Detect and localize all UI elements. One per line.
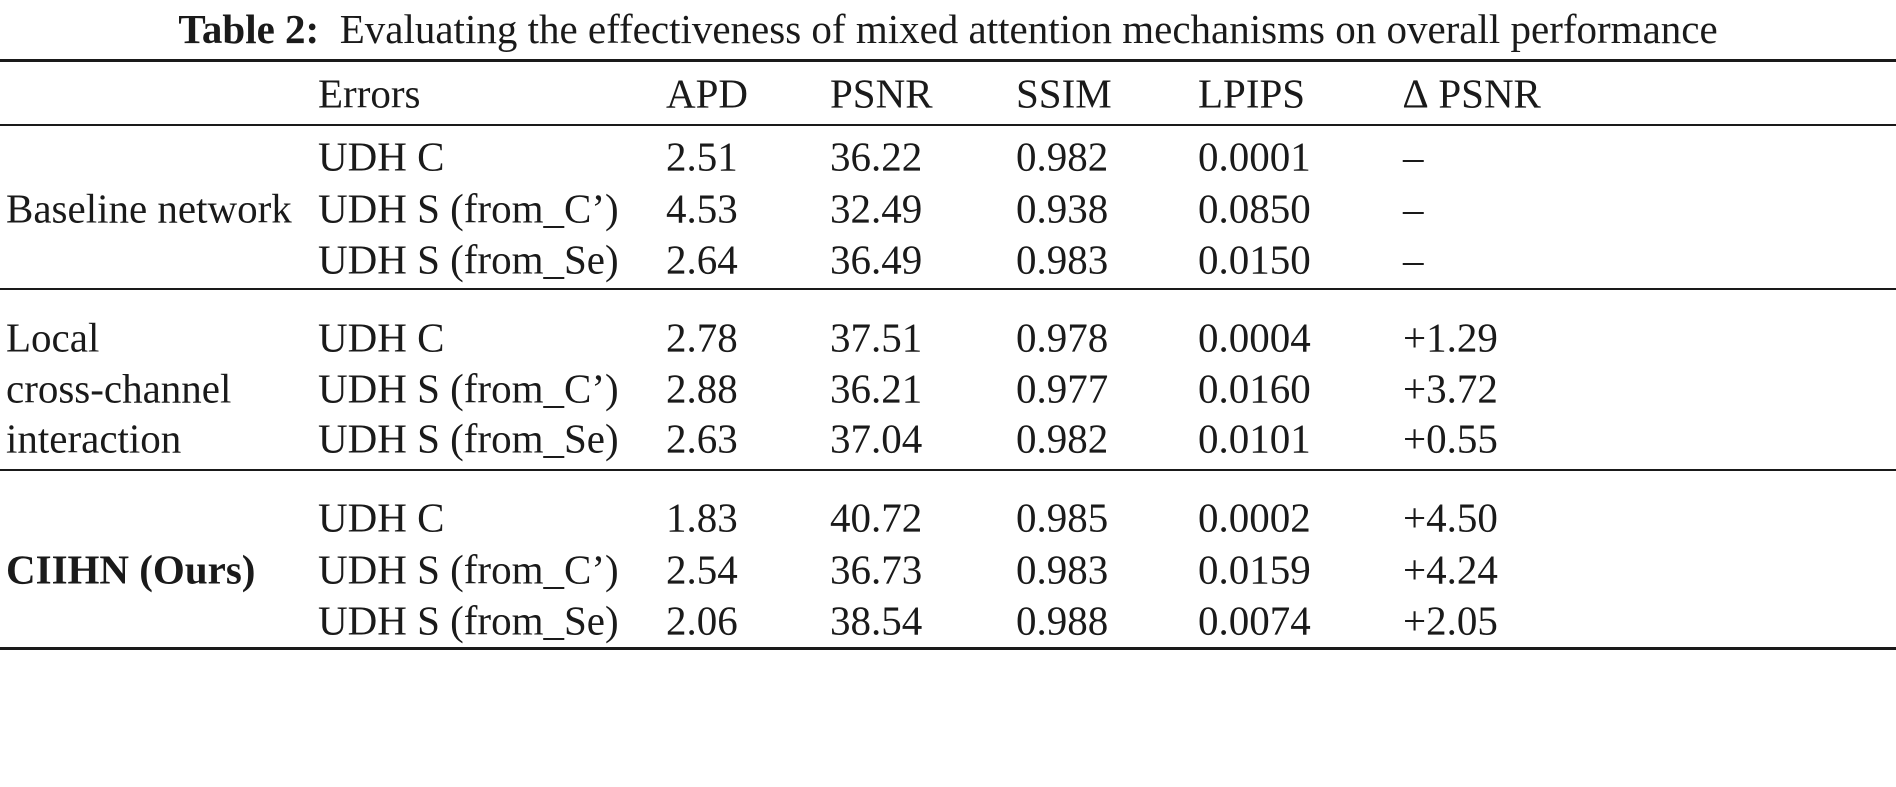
cell-apd: 4.53	[666, 185, 738, 232]
header-errors: Errors	[318, 70, 421, 117]
table-rule-4	[0, 647, 1896, 650]
cell-ssim: 0.938	[1016, 185, 1109, 232]
cell-ssim: 0.982	[1016, 415, 1109, 462]
cell-errors: UDH S (from_C’)	[318, 185, 619, 232]
caption-text: Evaluating the effectiveness of mixed at…	[339, 6, 1718, 52]
cell-ssim: 0.988	[1016, 597, 1109, 644]
cell-ssim: 0.978	[1016, 314, 1109, 361]
header-apd: APD	[666, 70, 749, 117]
cell-psnr: 36.21	[830, 365, 923, 412]
cell-delta-psnr: +4.50	[1403, 494, 1498, 541]
table-rule-2	[0, 288, 1896, 290]
cell-errors: UDH C	[318, 314, 445, 361]
cell-delta-psnr: +3.72	[1403, 365, 1498, 412]
table-rule-3	[0, 469, 1896, 471]
table-rule-0	[0, 59, 1896, 62]
cell-lpips: 0.0002	[1198, 494, 1311, 541]
cell-errors: UDH C	[318, 133, 445, 180]
cell-ssim: 0.983	[1016, 546, 1109, 593]
cell-apd: 2.78	[666, 314, 738, 361]
cell-apd: 2.54	[666, 546, 738, 593]
cell-lpips: 0.0160	[1198, 365, 1311, 412]
cell-delta-psnr: –	[1403, 236, 1424, 283]
cell-errors: UDH S (from_C’)	[318, 546, 619, 593]
cell-ssim: 0.982	[1016, 133, 1109, 180]
table-caption: Table 2: Evaluating the effectiveness of…	[0, 0, 1896, 58]
cell-apd: 2.64	[666, 236, 738, 283]
cell-apd: 2.63	[666, 415, 738, 462]
cell-delta-psnr: –	[1403, 133, 1424, 180]
cell-psnr: 36.73	[830, 546, 923, 593]
cell-apd: 2.88	[666, 365, 738, 412]
header-lpips: LPIPS	[1198, 70, 1306, 117]
cell-lpips: 0.0101	[1198, 415, 1311, 462]
cell-errors: UDH S (from_Se)	[318, 236, 619, 283]
header-ssim: SSIM	[1016, 70, 1112, 117]
cell-delta-psnr: +4.24	[1403, 546, 1498, 593]
cell-apd: 2.06	[666, 597, 738, 644]
cell-errors: UDH S (from_C’)	[318, 365, 619, 412]
cell-psnr: 37.04	[830, 415, 923, 462]
cell-lpips: 0.0004	[1198, 314, 1311, 361]
cell-apd: 2.51	[666, 133, 738, 180]
cell-psnr: 40.72	[830, 494, 923, 541]
cell-lpips: 0.0159	[1198, 546, 1311, 593]
cell-psnr: 32.49	[830, 185, 923, 232]
cell-psnr: 36.49	[830, 236, 923, 283]
table-rule-1	[0, 124, 1896, 126]
group-label: interaction	[6, 415, 182, 462]
cell-delta-psnr: –	[1403, 185, 1424, 232]
cell-delta-psnr: +1.29	[1403, 314, 1498, 361]
group-label: CIIHN (Ours)	[6, 546, 256, 593]
cell-apd: 1.83	[666, 494, 738, 541]
cell-ssim: 0.983	[1016, 236, 1109, 283]
cell-ssim: 0.977	[1016, 365, 1109, 412]
cell-lpips: 0.0001	[1198, 133, 1311, 180]
caption-label: Table 2:	[178, 6, 320, 52]
cell-ssim: 0.985	[1016, 494, 1109, 541]
cell-lpips: 0.0150	[1198, 236, 1311, 283]
cell-errors: UDH S (from_Se)	[318, 415, 619, 462]
cell-lpips: 0.0850	[1198, 185, 1311, 232]
header-delta-psnr: ∆ PSNR	[1403, 70, 1541, 117]
cell-errors: UDH C	[318, 494, 445, 541]
cell-psnr: 38.54	[830, 597, 923, 644]
header-psnr: PSNR	[830, 70, 933, 117]
cell-psnr: 36.22	[830, 133, 923, 180]
group-label: Baseline network	[6, 185, 292, 232]
cell-lpips: 0.0074	[1198, 597, 1311, 644]
cell-delta-psnr: +2.05	[1403, 597, 1498, 644]
group-label: cross-channel	[6, 365, 232, 412]
cell-delta-psnr: +0.55	[1403, 415, 1498, 462]
cell-psnr: 37.51	[830, 314, 923, 361]
cell-errors: UDH S (from_Se)	[318, 597, 619, 644]
group-label: Local	[6, 314, 100, 361]
